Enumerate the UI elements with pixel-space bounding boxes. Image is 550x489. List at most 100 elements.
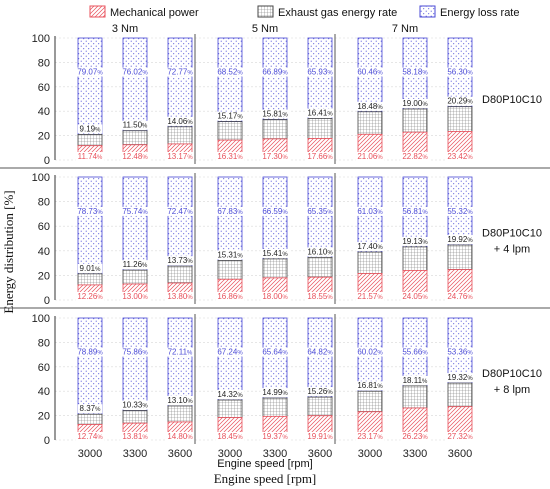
data-label-bg [165,152,195,161]
data-label-bg [445,373,475,383]
data-label-bg [75,292,105,301]
data-label-mechanical-power: 13.17% [167,152,193,161]
data-label-exhaust-gas: 17.40% [357,242,383,251]
bar-energy-loss [122,317,148,411]
data-label-bg [400,432,430,441]
data-label-bg [355,101,385,111]
y-tick-label: 0 [44,435,50,447]
x-tick-label: 3300 [403,448,427,460]
data-label-bg [400,236,430,246]
data-label-mechanical-power: 17.30% [262,152,288,161]
data-label-bg [355,347,385,357]
data-label-energy-loss: 53.36% [447,348,473,357]
data-label-bg [120,120,150,130]
data-label-bg [165,206,195,216]
data-label-exhaust-gas: 16.81% [357,381,383,390]
data-label-bg [305,67,335,77]
data-label-energy-loss: 76.02% [122,68,148,77]
y-tick-label: 20 [38,411,50,423]
data-label-bg [355,206,385,216]
data-label-bg [260,292,290,301]
data-label-exhaust-gas: 19.92% [447,235,473,244]
torque-label-5nm: 5 Nm [252,23,278,35]
bar-exhaust-gas [402,246,428,271]
bar-exhaust-gas [357,111,383,135]
data-label-bg [355,292,385,301]
data-label-mechanical-power: 16.31% [217,152,243,161]
data-label-exhaust-gas: 8.37% [80,404,102,413]
data-label-exhaust-gas: 20.29% [447,97,473,106]
panel-label: D80P10C10 [482,228,542,240]
data-label-mechanical-power: 13.00% [122,292,148,301]
data-label-energy-loss: 65.35% [307,207,333,216]
data-label-exhaust-gas: 15.31% [217,250,243,259]
data-label-mechanical-power: 24.76% [447,292,473,301]
data-label-bg [120,347,150,357]
bar-exhaust-gas [122,130,148,146]
legend-swatch-mechanical-power [89,5,106,18]
data-label-bg [215,292,245,301]
data-label-exhaust-gas: 15.41% [262,249,288,258]
y-tick-label: 80 [38,57,50,69]
data-label-exhaust-gas: 14.06% [167,117,193,126]
bar-energy-loss [262,176,288,260]
y-tick-label: 0 [44,155,50,167]
data-label-mechanical-power: 16.86% [217,292,243,301]
bar-energy-loss [262,37,288,121]
y-tick-label: 100 [32,313,50,325]
data-label-energy-loss: 55.32% [447,207,473,216]
x-tick-label: 3300 [263,448,287,460]
bar-exhaust-gas [122,410,148,424]
data-label-mechanical-power: 23.17% [357,432,383,441]
y-tick-label: 40 [38,106,50,118]
legend-label-exhaust-gas: Exhaust gas energy rate [278,7,397,19]
data-label-bg [260,248,290,258]
data-label-bg [305,152,335,161]
data-label-bg [305,247,335,257]
data-label-bg [305,432,335,441]
data-label-bg [77,263,103,273]
data-label-bg [355,432,385,441]
data-label-bg [215,347,245,357]
bar-exhaust-gas [402,108,428,133]
panel: 0 20 40 60 80 100 79.07% 9.19% 11.74% 76.02% 11.50… [32,33,542,167]
bar-exhaust-gas [77,413,103,425]
data-label-mechanical-power: 14.80% [167,432,193,441]
y-tick-label: 20 [38,270,50,282]
data-label-bg [165,395,195,405]
bar-energy-loss [77,37,103,135]
data-label-mechanical-power: 19.91% [307,432,333,441]
y-tick-label: 0 [44,295,50,307]
data-label-bg [305,347,335,357]
x-tick-label: 3000 [78,448,102,460]
bar-exhaust-gas [77,273,103,286]
data-label-energy-loss: 60.02% [357,348,383,357]
data-label-bg [355,152,385,161]
data-label-bg [120,206,150,216]
x-tick-label: 3000 [358,448,382,460]
y-axis-title: Energy distribution [%] [1,190,16,313]
bar-exhaust-gas [167,126,193,145]
data-label-exhaust-gas: 19.13% [402,237,428,246]
panel-label-line2: + 4 lpm [494,244,530,256]
data-label-bg [260,206,290,216]
data-label-bg [120,152,150,161]
data-label-bg [215,390,245,400]
data-label-mechanical-power: 26.23% [402,432,428,441]
data-label-exhaust-gas: 19.00% [402,99,428,108]
data-label-exhaust-gas: 15.17% [217,112,243,121]
data-label-bg [400,98,430,108]
data-label-bg [215,111,245,121]
legend-label-mechanical-power: Mechanical power [110,7,199,19]
data-label-mechanical-power: 12.48% [122,152,148,161]
data-label-energy-loss: 56.30% [447,68,473,77]
y-tick-label: 60 [38,221,50,233]
x-tick-label: 3000 [218,448,242,460]
bar-exhaust-gas [262,397,288,417]
data-label-energy-loss: 65.64% [262,348,288,357]
data-label-energy-loss: 79.07% [77,68,103,77]
x-axis-title: Engine speed [rpm] [217,458,312,470]
data-label-bg [215,206,245,216]
data-label-bg [445,67,475,77]
